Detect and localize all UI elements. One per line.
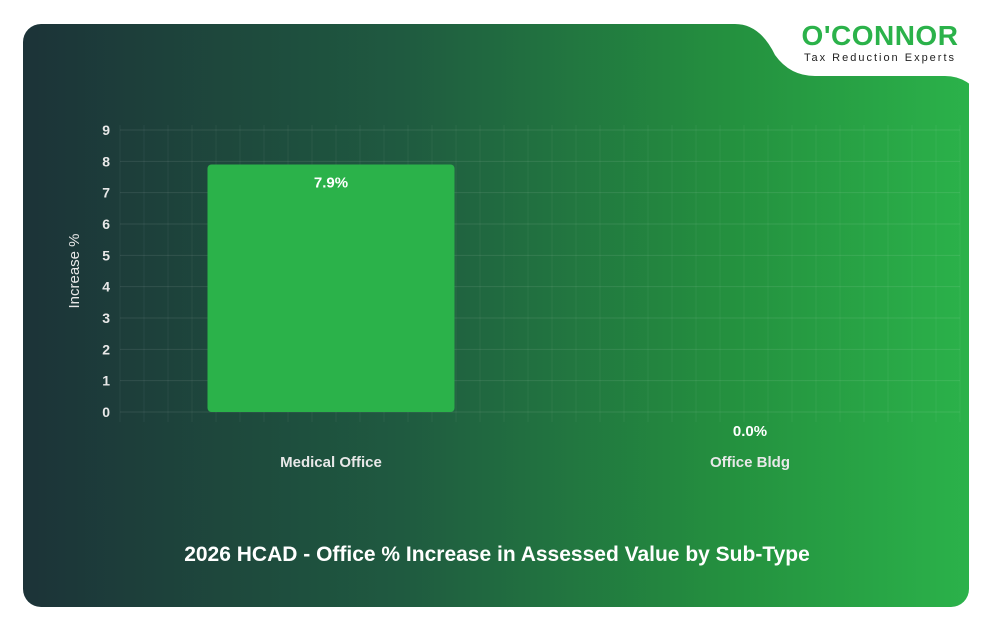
y-tick-label: 8 xyxy=(102,153,110,169)
y-tick-label: 3 xyxy=(102,310,110,326)
y-tick-label: 9 xyxy=(102,122,110,138)
data-label: 0.0% xyxy=(733,423,767,440)
data-label: 7.9% xyxy=(314,174,348,191)
y-tick-label: 7 xyxy=(102,185,110,201)
y-tick-label: 4 xyxy=(102,279,110,295)
y-tick-label: 1 xyxy=(102,373,110,389)
logo-name: O'CONNOR xyxy=(801,20,959,51)
oconnor-logo: O'CONNOR Tax Reduction Experts xyxy=(785,20,975,65)
y-tick-label: 2 xyxy=(102,341,110,357)
y-tick-label: 6 xyxy=(102,216,110,232)
y-tick-label: 5 xyxy=(102,247,110,263)
x-tick-label: Office Bldg xyxy=(710,454,790,471)
logo-tagline: Tax Reduction Experts xyxy=(803,52,957,64)
chart-card xyxy=(23,24,969,607)
chart-title: 2026 HCAD - Office % Increase in Assesse… xyxy=(184,543,810,566)
bar xyxy=(207,164,455,412)
x-tick-label: Medical Office xyxy=(280,454,382,471)
y-tick-label: 0 xyxy=(102,404,110,420)
y-axis-label: Increase % xyxy=(66,233,83,308)
